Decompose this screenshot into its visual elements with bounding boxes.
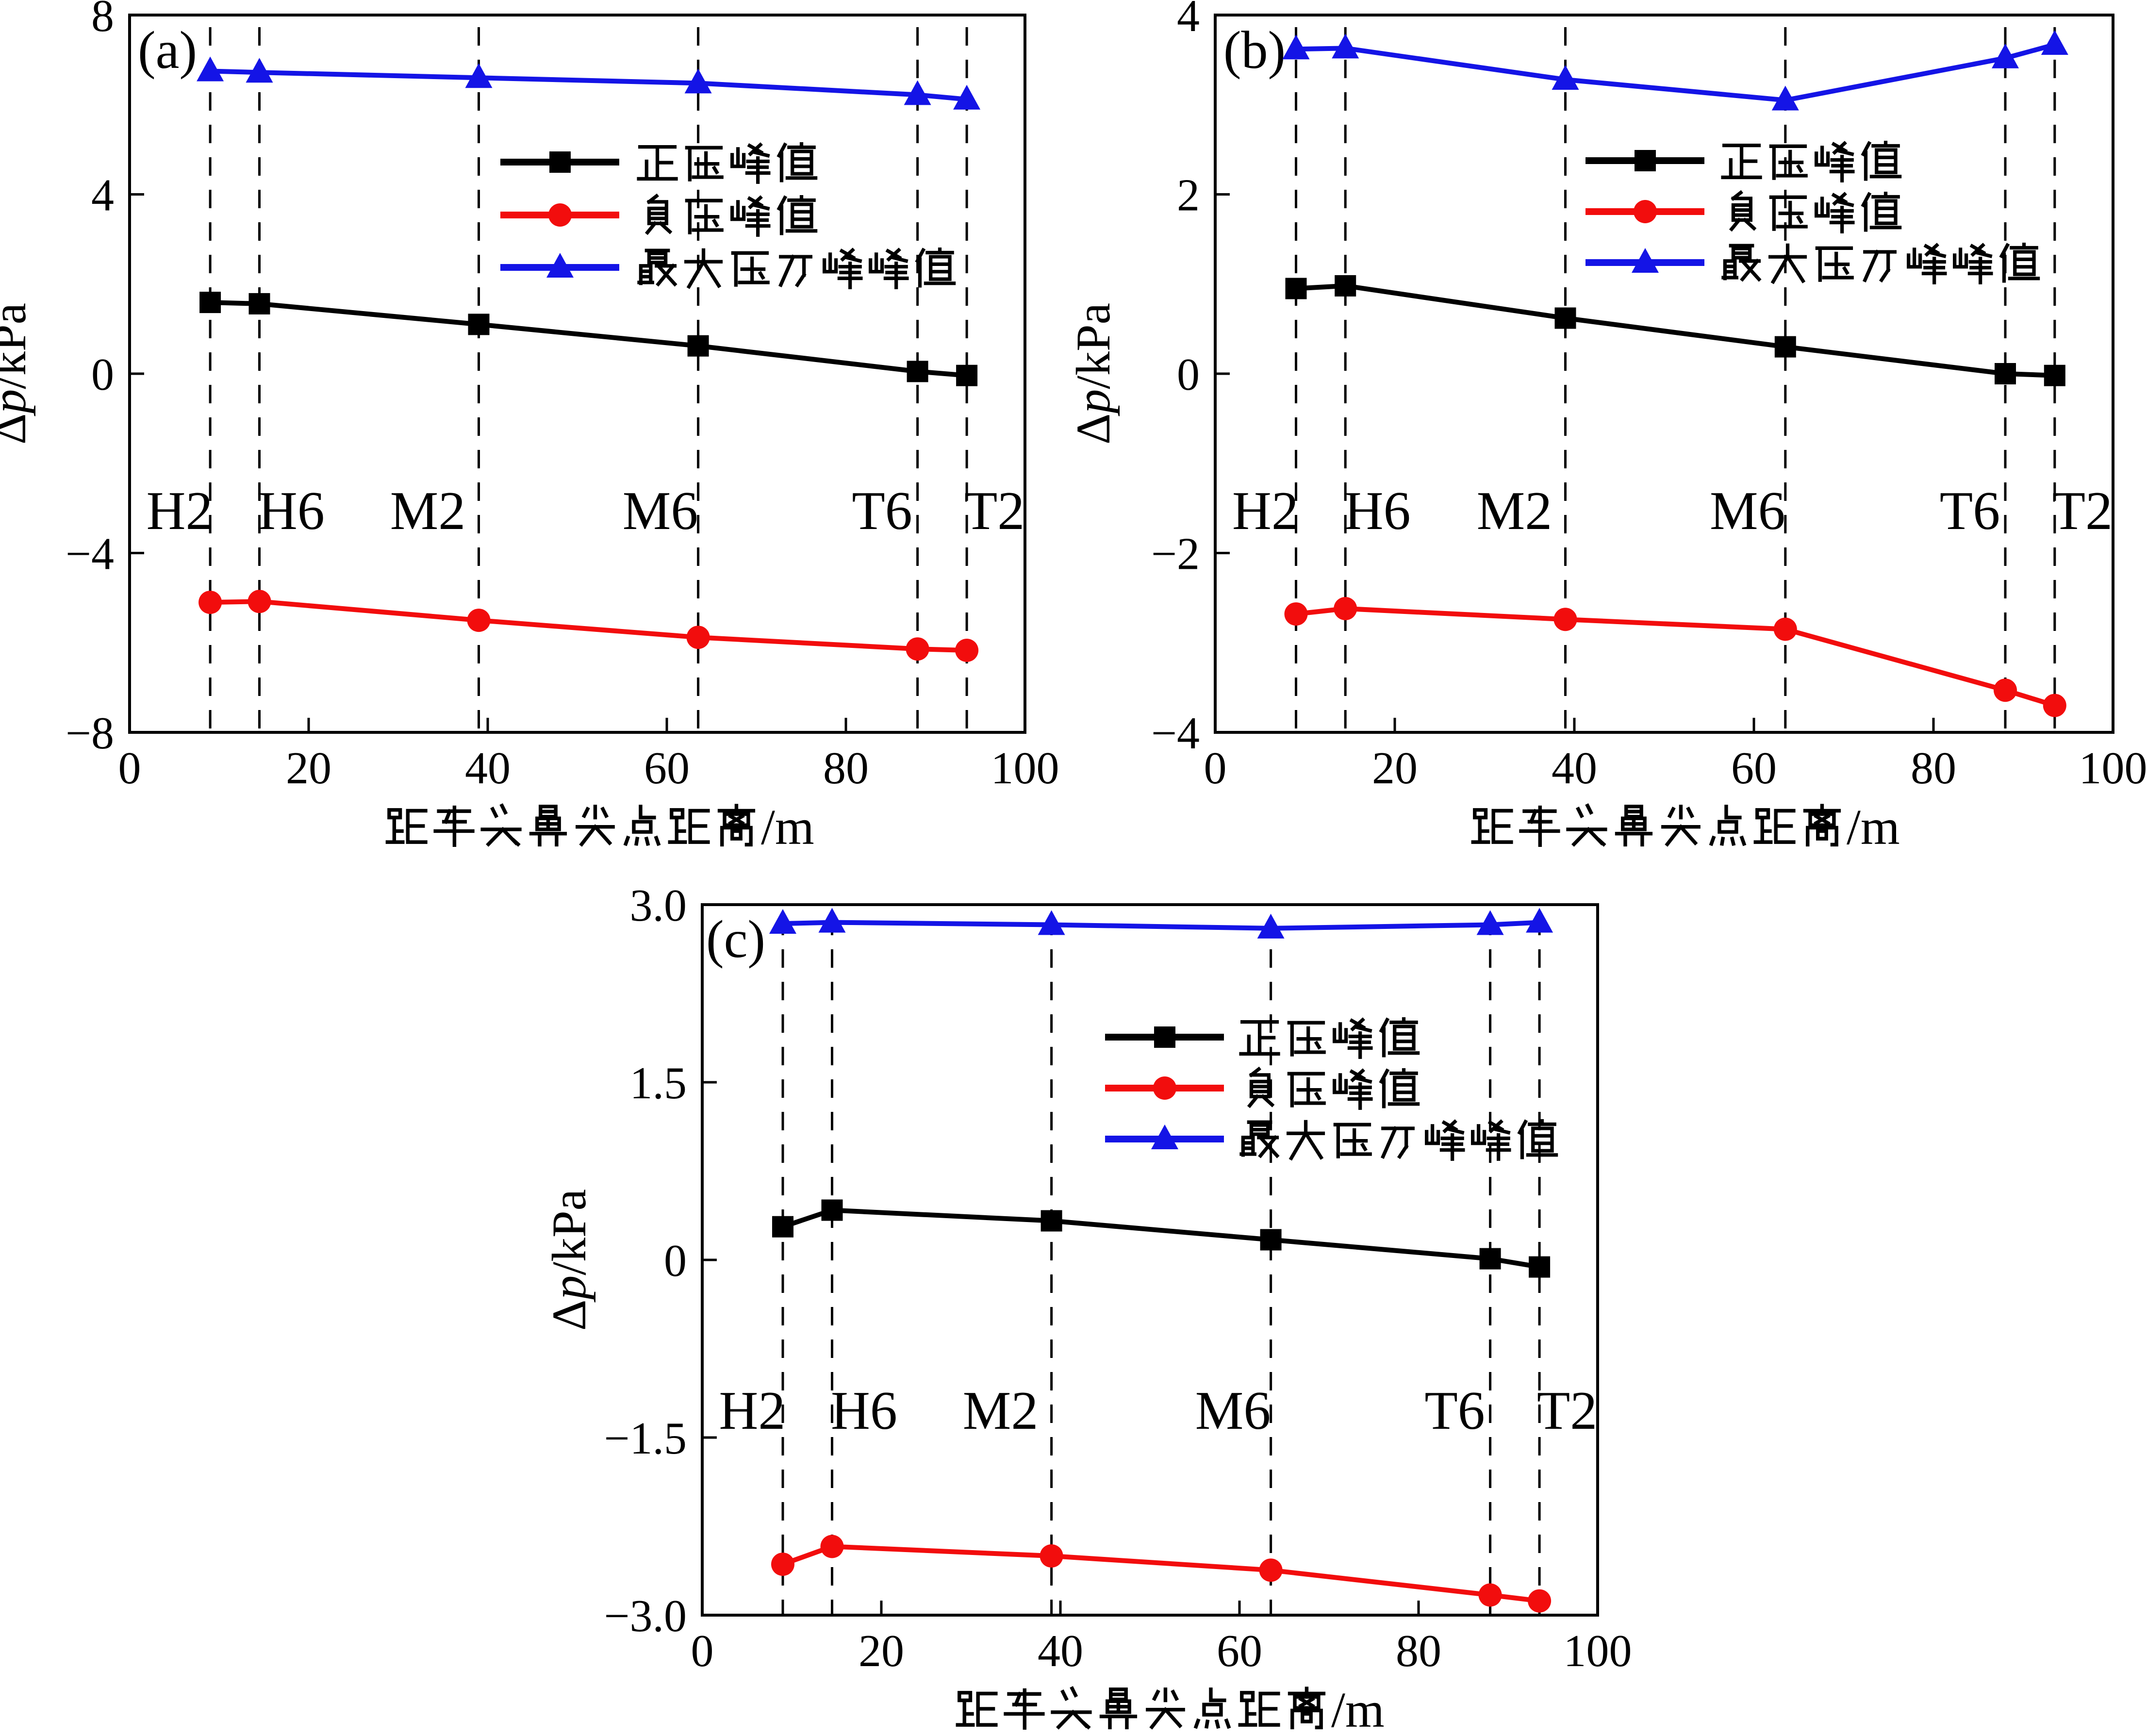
svg-text:20: 20 — [859, 1626, 904, 1676]
svg-text:40: 40 — [465, 743, 511, 794]
svg-text:T2: T2 — [964, 481, 1024, 541]
svg-text:Δp/kPa: Δp/kPa — [0, 303, 36, 445]
svg-text:M2: M2 — [963, 1381, 1039, 1441]
svg-text:0: 0 — [91, 349, 114, 400]
svg-text:100: 100 — [1564, 1626, 1632, 1676]
svg-text:40: 40 — [1552, 743, 1597, 794]
svg-text:100: 100 — [2079, 743, 2147, 794]
svg-text:(a): (a) — [138, 20, 197, 80]
svg-text:4: 4 — [91, 170, 114, 221]
svg-text:Δp/kPa: Δp/kPa — [542, 1189, 596, 1331]
svg-text:T2: T2 — [1537, 1381, 1597, 1441]
svg-text:H6: H6 — [831, 1381, 897, 1441]
svg-text:80: 80 — [823, 743, 869, 794]
svg-text:M2: M2 — [390, 481, 466, 541]
svg-text:−4: −4 — [1151, 708, 1200, 759]
svg-text:2: 2 — [1177, 170, 1200, 221]
svg-text:−1.5: −1.5 — [604, 1413, 687, 1464]
svg-text:100: 100 — [991, 743, 1059, 794]
svg-text:T6: T6 — [852, 481, 912, 541]
svg-text:0: 0 — [1177, 349, 1200, 400]
svg-text:M6: M6 — [1710, 481, 1785, 541]
svg-text:/m: /m — [761, 799, 814, 855]
svg-text:Δp/kPa: Δp/kPa — [1066, 303, 1120, 445]
svg-text:3.0: 3.0 — [630, 880, 687, 931]
svg-text:−8: −8 — [66, 708, 114, 759]
svg-text:80: 80 — [1911, 743, 1956, 794]
svg-text:20: 20 — [286, 743, 331, 794]
svg-text:0: 0 — [664, 1236, 687, 1286]
svg-text:−3.0: −3.0 — [604, 1591, 687, 1641]
svg-text:M6: M6 — [623, 481, 698, 541]
svg-text:60: 60 — [1731, 743, 1777, 794]
svg-text:40: 40 — [1038, 1626, 1083, 1676]
svg-text:20: 20 — [1372, 743, 1418, 794]
svg-text:H2: H2 — [147, 481, 213, 541]
svg-text:H2: H2 — [719, 1381, 786, 1441]
svg-text:−4: −4 — [66, 529, 114, 579]
svg-text:8: 8 — [91, 0, 114, 41]
svg-text:H6: H6 — [258, 481, 325, 541]
svg-text:T6: T6 — [1424, 1381, 1485, 1441]
svg-text:H2: H2 — [1232, 481, 1299, 541]
svg-text:0: 0 — [118, 743, 141, 794]
svg-text:/m: /m — [1847, 799, 1900, 855]
svg-text:4: 4 — [1177, 0, 1200, 41]
svg-text:0: 0 — [691, 1626, 714, 1676]
svg-text:80: 80 — [1396, 1626, 1441, 1676]
svg-text:60: 60 — [1217, 1626, 1262, 1676]
svg-text:1.5: 1.5 — [630, 1058, 687, 1108]
svg-text:(c): (c) — [706, 909, 765, 969]
svg-text:M6: M6 — [1195, 1381, 1271, 1441]
svg-text:T6: T6 — [1940, 481, 2000, 541]
svg-text:/m: /m — [1331, 1682, 1385, 1734]
svg-text:−2: −2 — [1151, 529, 1200, 579]
svg-text:M2: M2 — [1477, 481, 1552, 541]
svg-text:0: 0 — [1204, 743, 1227, 794]
svg-text:(b): (b) — [1223, 20, 1286, 80]
svg-text:T2: T2 — [2052, 481, 2113, 541]
svg-text:H6: H6 — [1344, 481, 1411, 541]
svg-text:60: 60 — [644, 743, 690, 794]
